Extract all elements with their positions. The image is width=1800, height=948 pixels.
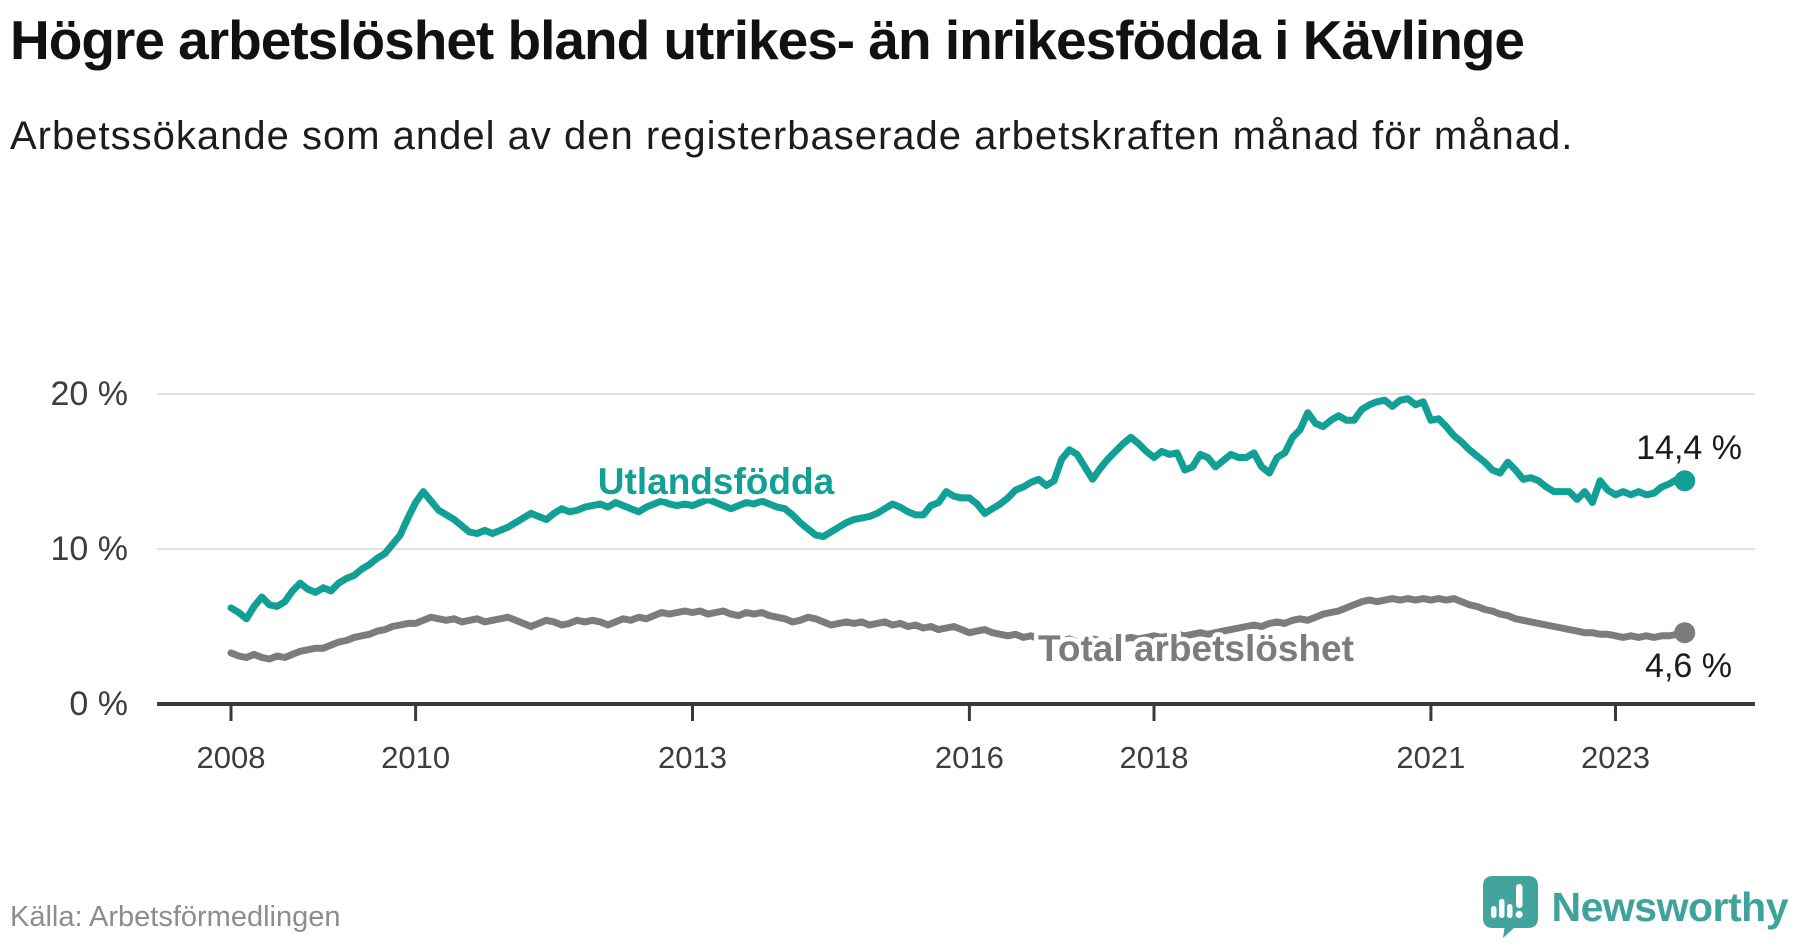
- x-axis-tick-label: 2013: [658, 740, 727, 775]
- series-end-value-label: 4,6 %: [1645, 647, 1732, 685]
- series-line: [227, 395, 1689, 623]
- chart-header: Högre arbetslöshet bland utrikes- än inr…: [10, 6, 1710, 162]
- newsworthy-logo-text: Newsworthy: [1551, 884, 1789, 930]
- y-axis-tick-label: 0 %: [69, 685, 128, 723]
- series-end-dot: [1674, 470, 1696, 492]
- y-axis-tick-label: 10 %: [51, 530, 129, 568]
- series-end-value-label: 14,4 %: [1636, 429, 1742, 467]
- y-axis-tick-label: 20 %: [51, 375, 129, 413]
- x-axis-tick-label: 2021: [1396, 740, 1465, 775]
- series-inline-label: Utlandsfödda: [598, 461, 835, 502]
- newsworthy-logo: Newsworthy: [1482, 876, 1789, 939]
- x-axis-tick-label: 2018: [1120, 740, 1189, 775]
- chart-subtitle: Arbetssökande som andel av den registerb…: [10, 113, 1574, 158]
- x-axis-tick-label: 2016: [935, 740, 1004, 775]
- chart-title: Högre arbetslöshet bland utrikes- än inr…: [10, 9, 1525, 71]
- series-inline-label: Total arbetslöshet: [1038, 628, 1354, 669]
- source-text: Källa: Arbetsförmedlingen: [10, 901, 341, 933]
- series-line: [227, 595, 1689, 663]
- x-axis-tick-label: 2023: [1581, 740, 1650, 775]
- x-axis-tick-label: 2008: [197, 740, 266, 775]
- x-axis-tick-label: 2010: [381, 740, 450, 775]
- newsworthy-logo-icon: [1482, 876, 1538, 938]
- series-end-dot: [1674, 622, 1696, 644]
